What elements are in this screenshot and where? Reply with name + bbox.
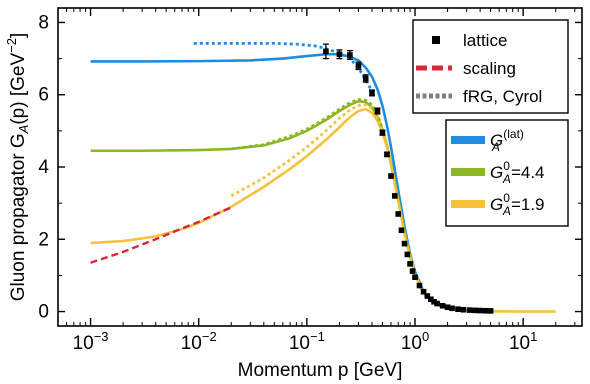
- legend-label-main: G: [490, 195, 503, 214]
- series-line-frg-cyrol-lower: [230, 103, 384, 198]
- legend-marker-lattice: [432, 36, 440, 44]
- y-axis-title: Gluon propagator GA(p) [GeV−2]: [4, 33, 31, 302]
- series-line-frg-cyrol-upper: [193, 42, 374, 92]
- data-point: [434, 300, 440, 307]
- data-point: [439, 302, 446, 309]
- legend-label-sub: A: [502, 204, 511, 218]
- data-point: [444, 304, 451, 311]
- series-lattice: [322, 43, 494, 314]
- data-point: [374, 108, 381, 114]
- x-tick-label-base: 10: [289, 333, 310, 354]
- y-tick-label: 8: [38, 12, 49, 33]
- x-tick-label: 10−3: [73, 329, 109, 354]
- legend-label: scaling: [463, 59, 516, 78]
- legend-label-sub: A: [502, 172, 511, 186]
- legend-label-sub: A: [491, 140, 500, 154]
- data-point: [466, 307, 473, 313]
- legend-label-sup: 0: [503, 159, 510, 173]
- legend-label-main: G: [490, 163, 503, 182]
- legend-label-sup: 0: [503, 191, 510, 205]
- legend-label: G(lat) A: [490, 127, 524, 154]
- data-point: [404, 251, 411, 258]
- data-point: [460, 306, 467, 313]
- x-tick-label: 100: [401, 329, 429, 354]
- data-point: [472, 307, 478, 314]
- x-tick-label-exp: −3: [94, 329, 109, 344]
- x-tick-label-exp: −1: [310, 329, 325, 344]
- data-point: [409, 268, 416, 274]
- y-axis-title-sub: A: [16, 125, 31, 135]
- legend-bottom: G(lat) AG0 A=4.4G0 A=1.9: [445, 119, 569, 227]
- x-tick-label-base: 10: [401, 333, 422, 354]
- data-point: [369, 90, 375, 96]
- data-point: [424, 293, 431, 299]
- y-axis-title-main: Gluon propagator G: [8, 133, 29, 301]
- legend-top: lattice scaling fRG, Cyrol: [412, 19, 569, 114]
- data-point: [379, 129, 386, 136]
- y-tick-label: 0: [38, 302, 49, 323]
- legend-label-tail: =4.4: [511, 163, 545, 182]
- data-point: [449, 305, 455, 312]
- data-point: [323, 48, 329, 55]
- y-axis-title-sup: −2: [4, 38, 19, 53]
- y-tick-label: 4: [38, 157, 49, 178]
- x-tick-label: 10−1: [289, 329, 325, 354]
- legend-label-tail: =1.9: [511, 195, 545, 214]
- legend-label: G0 A=4.4: [490, 159, 545, 186]
- y-axis-title-tail: (p) [GeV: [8, 53, 29, 125]
- data-point: [420, 288, 427, 295]
- data-point: [395, 211, 402, 217]
- legend-label: lattice: [463, 31, 507, 50]
- series-line-frg-cyrol-middle: [231, 98, 384, 151]
- plot-area: [90, 42, 556, 314]
- series-line-scaling: [90, 206, 232, 264]
- data-point: [347, 52, 353, 58]
- data-point: [362, 75, 369, 82]
- x-tick-label-exp: −2: [202, 329, 217, 344]
- legend-label-sup: (lat): [503, 127, 524, 141]
- data-point: [455, 306, 461, 312]
- data-point: [431, 298, 437, 305]
- legend-label: G0 A=1.9: [490, 191, 545, 218]
- x-axis-title: Momentum p [GeV]: [238, 360, 403, 381]
- data-point: [391, 193, 398, 199]
- data-point: [407, 261, 413, 267]
- data-point: [416, 282, 423, 289]
- x-tick-label: 10−2: [181, 329, 217, 354]
- x-tick-label-base: 10: [181, 333, 202, 354]
- data-point: [336, 51, 343, 58]
- x-tick-label-base: 10: [509, 333, 530, 354]
- data-point: [487, 308, 494, 314]
- legend-label: fRG, Cyrol: [463, 87, 542, 106]
- data-point: [477, 307, 483, 314]
- data-point: [401, 240, 408, 247]
- y-tick-label: 2: [38, 229, 49, 250]
- x-tick-label-exp: 0: [422, 329, 429, 344]
- data-point: [412, 274, 418, 281]
- y-axis-title-close: ]: [8, 33, 29, 38]
- x-tick-label: 101: [509, 329, 537, 354]
- data-point: [388, 173, 394, 179]
- x-tick-label-exp: 1: [530, 329, 537, 344]
- y-tick-label: 6: [38, 85, 49, 106]
- legend-label-main: G: [490, 131, 503, 150]
- x-tick-label-base: 10: [73, 333, 94, 354]
- data-point: [482, 307, 489, 314]
- data-point: [384, 151, 390, 158]
- data-point: [398, 227, 405, 234]
- data-point: [355, 63, 362, 69]
- data-point: [428, 296, 434, 303]
